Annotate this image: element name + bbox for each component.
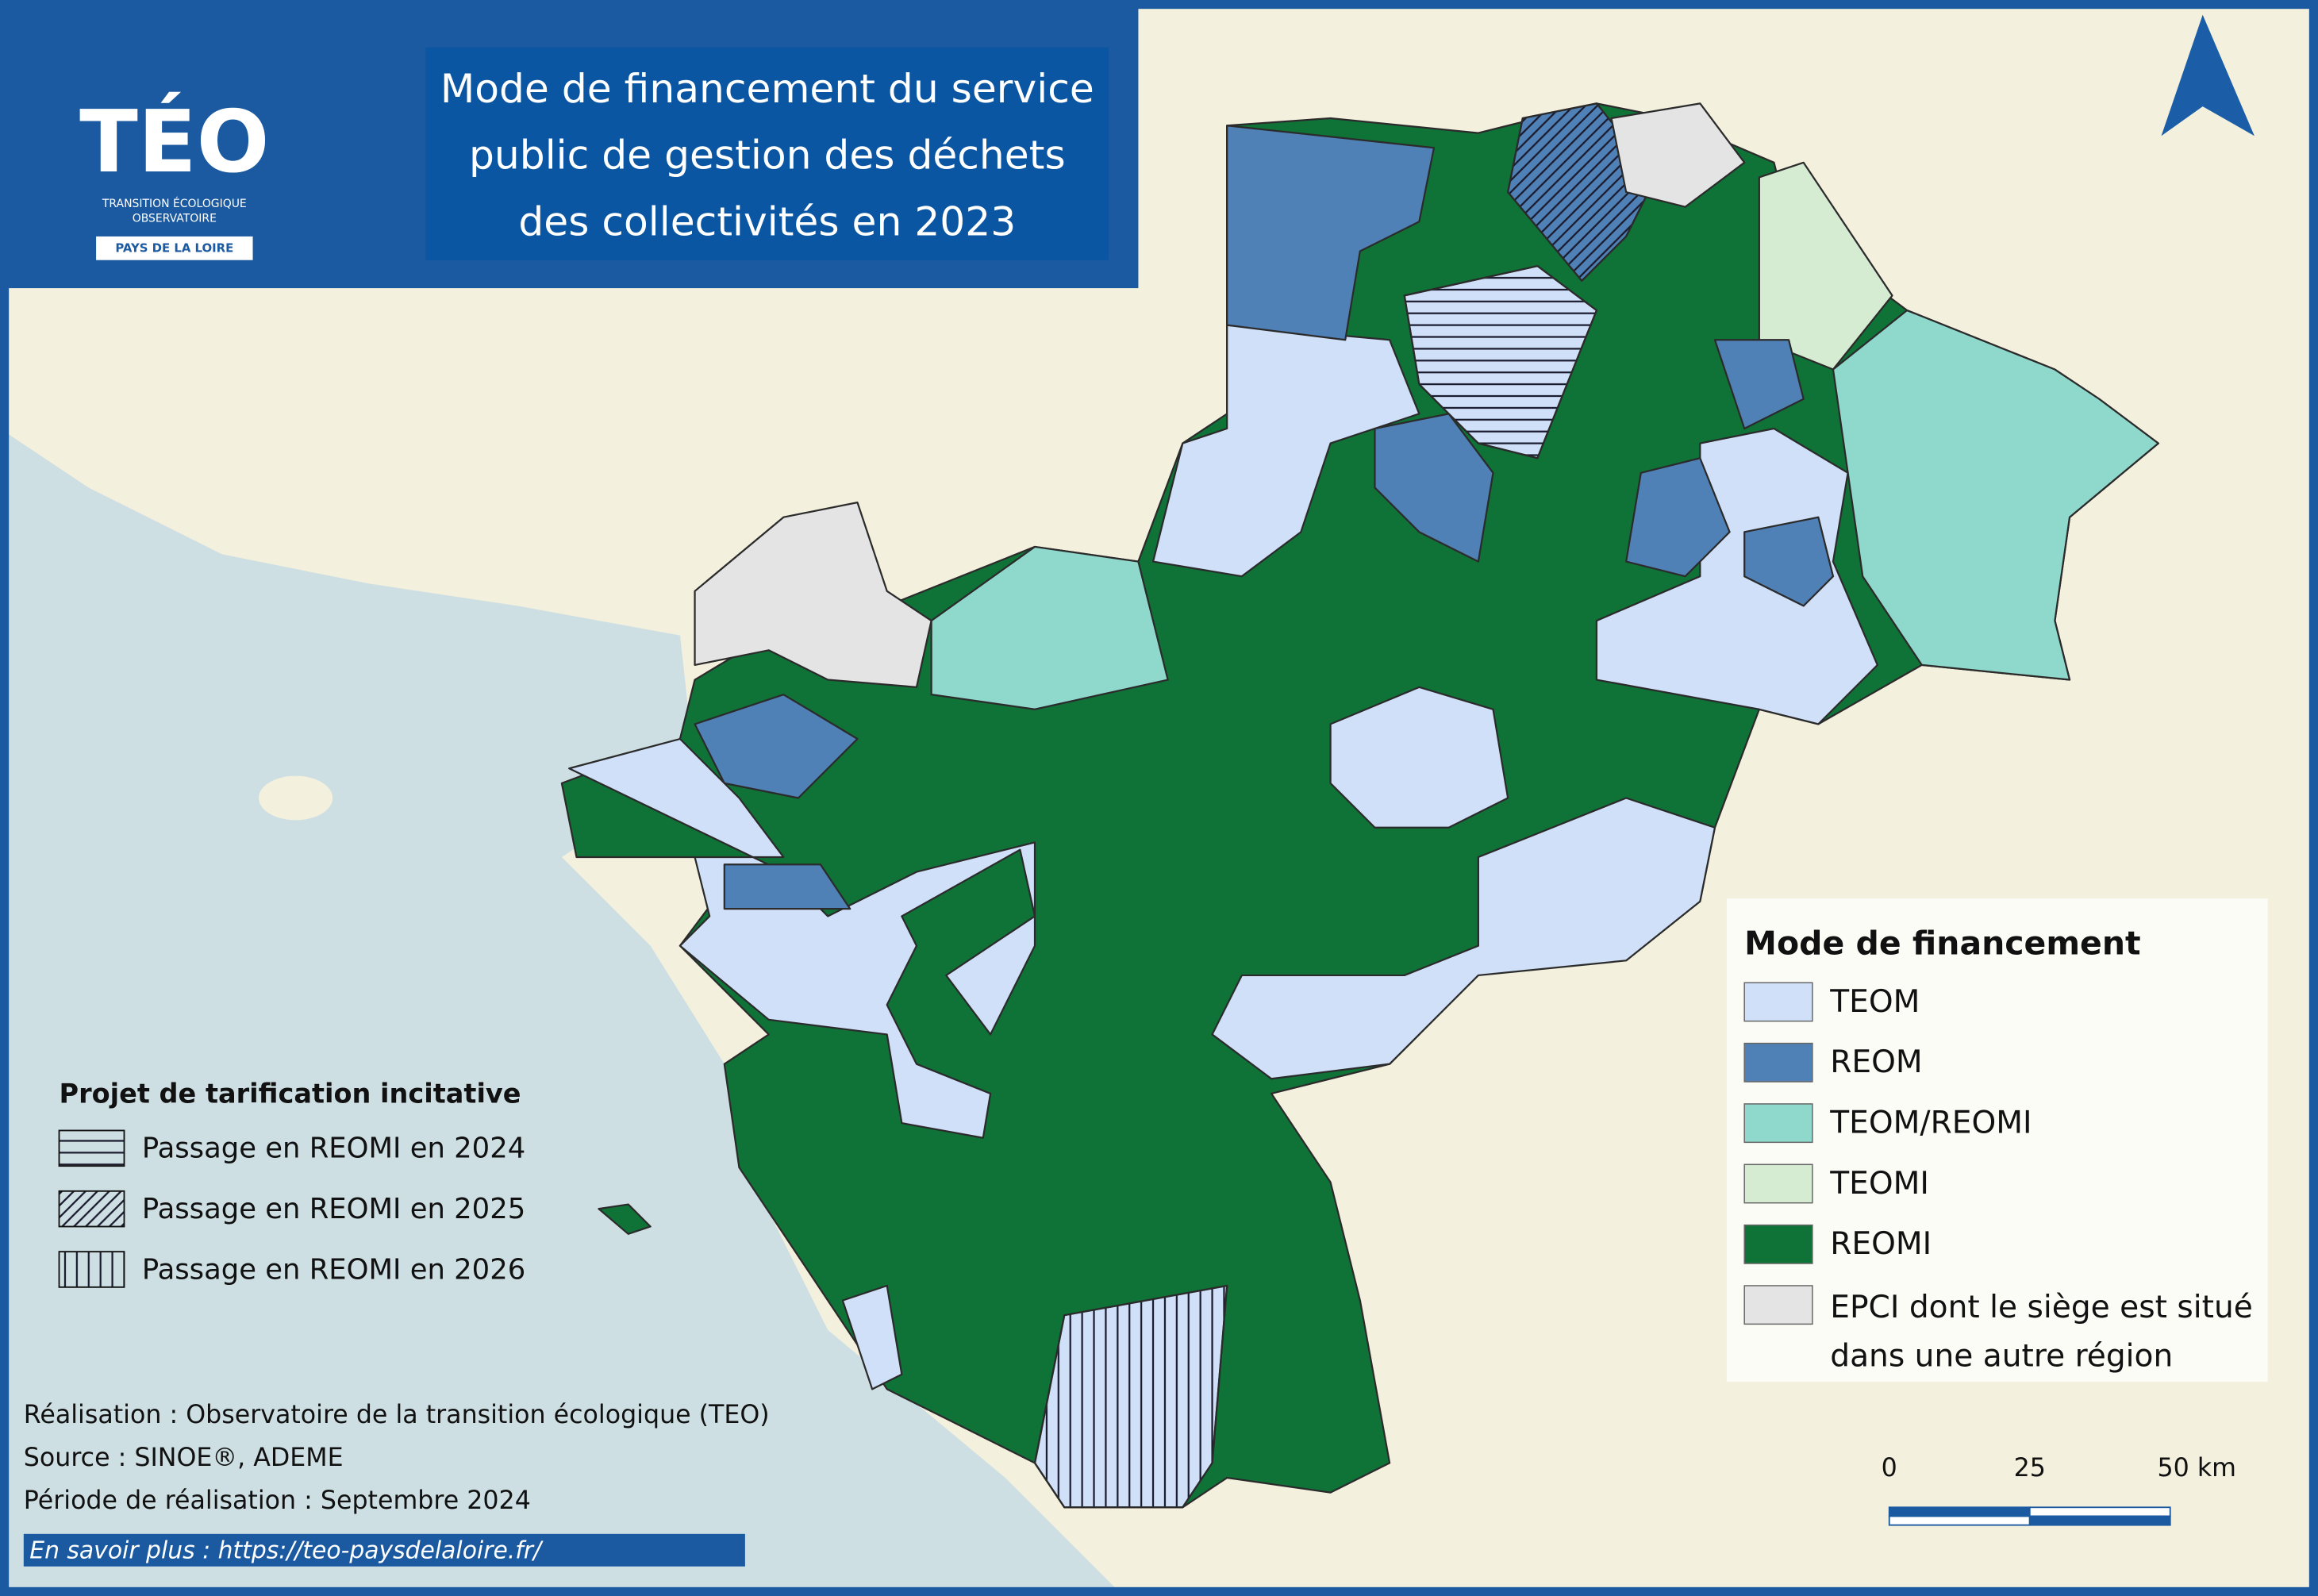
epci-area bbox=[1329, 686, 1509, 829]
logo-badge bbox=[96, 236, 253, 260]
epci-area bbox=[694, 694, 859, 799]
epci-area bbox=[1226, 125, 1436, 341]
logo-line: OBSERVATOIRE bbox=[133, 213, 217, 225]
epci-area bbox=[694, 501, 932, 688]
legend-label: REOMI bbox=[1830, 1226, 1932, 1262]
title-line: public de gestion des déchets bbox=[469, 132, 1066, 179]
legend-label: TEOMI bbox=[1829, 1166, 1929, 1202]
legend-label: REOM bbox=[1830, 1044, 1922, 1080]
credit-line: Période de réalisation : Septembre 2024 bbox=[24, 1486, 531, 1515]
epci-area bbox=[1832, 309, 2159, 681]
scale-segment bbox=[1888, 1506, 2031, 1517]
epci-area bbox=[1033, 1284, 1228, 1509]
epci-area bbox=[568, 737, 1036, 1139]
island bbox=[598, 1203, 652, 1235]
incentive-label: Passage en REOMI en 2025 bbox=[142, 1193, 525, 1225]
incentive-label: Passage en REOMI en 2026 bbox=[142, 1253, 525, 1286]
logo-region: PAYS DE LA LOIRE bbox=[115, 241, 233, 256]
scale-bar: 0 25 50 km bbox=[1882, 1454, 2236, 1526]
link-bar bbox=[23, 1533, 745, 1567]
scale-segment bbox=[1888, 1515, 2031, 1526]
legend-label: TEOM bbox=[1829, 984, 1920, 1020]
legend: Mode de financement TEOM REOM TEOM/REOMI TEO… bbox=[1743, 925, 2253, 1375]
epci-area bbox=[1743, 516, 1835, 607]
scale-label: 50 km bbox=[2157, 1454, 2236, 1483]
logo-name: TÉO bbox=[79, 91, 269, 192]
credit-line: Réalisation : Observatoire de la transit… bbox=[24, 1401, 770, 1429]
incentive-legend: Projet de tarification incitative Passage… bbox=[58, 1078, 525, 1288]
legend-label: dans une autre région bbox=[1830, 1339, 2173, 1375]
epci-area bbox=[723, 863, 851, 910]
title-line: des collectivités en 2023 bbox=[518, 198, 1016, 245]
epci-map bbox=[560, 102, 2159, 1509]
scale-segment bbox=[2028, 1515, 2171, 1526]
legend-swatch bbox=[1743, 1224, 1813, 1264]
epci-area bbox=[1403, 265, 1598, 460]
legend-label: EPCI dont le siège est situé bbox=[1830, 1290, 2253, 1325]
title-line: Mode de financement du service bbox=[440, 65, 1094, 112]
link[interactable]: En savoir plus : https://teo-paysdelaloi… bbox=[29, 1537, 544, 1565]
logo-line: TRANSITION ÉCOLOGIQUE bbox=[102, 196, 247, 210]
title-box bbox=[425, 47, 1109, 260]
legend-label: TEOM/REOMI bbox=[1829, 1106, 2032, 1141]
legend-swatch bbox=[1743, 1042, 1813, 1083]
credit-line: Source : SINOE®, ADEME bbox=[24, 1444, 344, 1472]
incentive-swatch bbox=[58, 1251, 125, 1288]
scale-label: 25 bbox=[2014, 1454, 2046, 1483]
epci-area bbox=[1713, 339, 1805, 430]
scale-segment bbox=[2028, 1506, 2171, 1517]
epci-area bbox=[1758, 161, 1893, 371]
credits: Réalisation : Observatoire de la transit… bbox=[24, 1401, 770, 1515]
incentive-label: Passage en REOMI en 2024 bbox=[142, 1133, 525, 1165]
incentive-title: Projet de tarification incitative bbox=[60, 1078, 521, 1109]
island bbox=[259, 775, 333, 821]
epci-area bbox=[1374, 413, 1494, 563]
epci-area bbox=[930, 545, 1169, 710]
scale-label: 0 bbox=[1882, 1454, 1897, 1483]
legend-swatch bbox=[1743, 1163, 1813, 1204]
epci-area bbox=[1625, 457, 1731, 578]
epci-area bbox=[1610, 102, 1746, 208]
epci-area bbox=[1151, 324, 1420, 578]
legend-box bbox=[1726, 898, 2268, 1383]
legend-title: Mode de financement bbox=[1744, 925, 2140, 963]
legend-swatch bbox=[1743, 982, 1813, 1022]
legend-swatch bbox=[1743, 1285, 1813, 1325]
north-arrow bbox=[2161, 14, 2255, 137]
legend-swatch bbox=[1743, 1103, 1813, 1144]
title: Mode de financement du service public de … bbox=[440, 65, 1094, 245]
incentive-swatch bbox=[58, 1190, 125, 1228]
epci-area bbox=[1211, 797, 1716, 1080]
sea bbox=[0, 428, 1124, 1596]
incentive-swatch bbox=[58, 1129, 125, 1167]
epci-area bbox=[841, 1284, 903, 1390]
